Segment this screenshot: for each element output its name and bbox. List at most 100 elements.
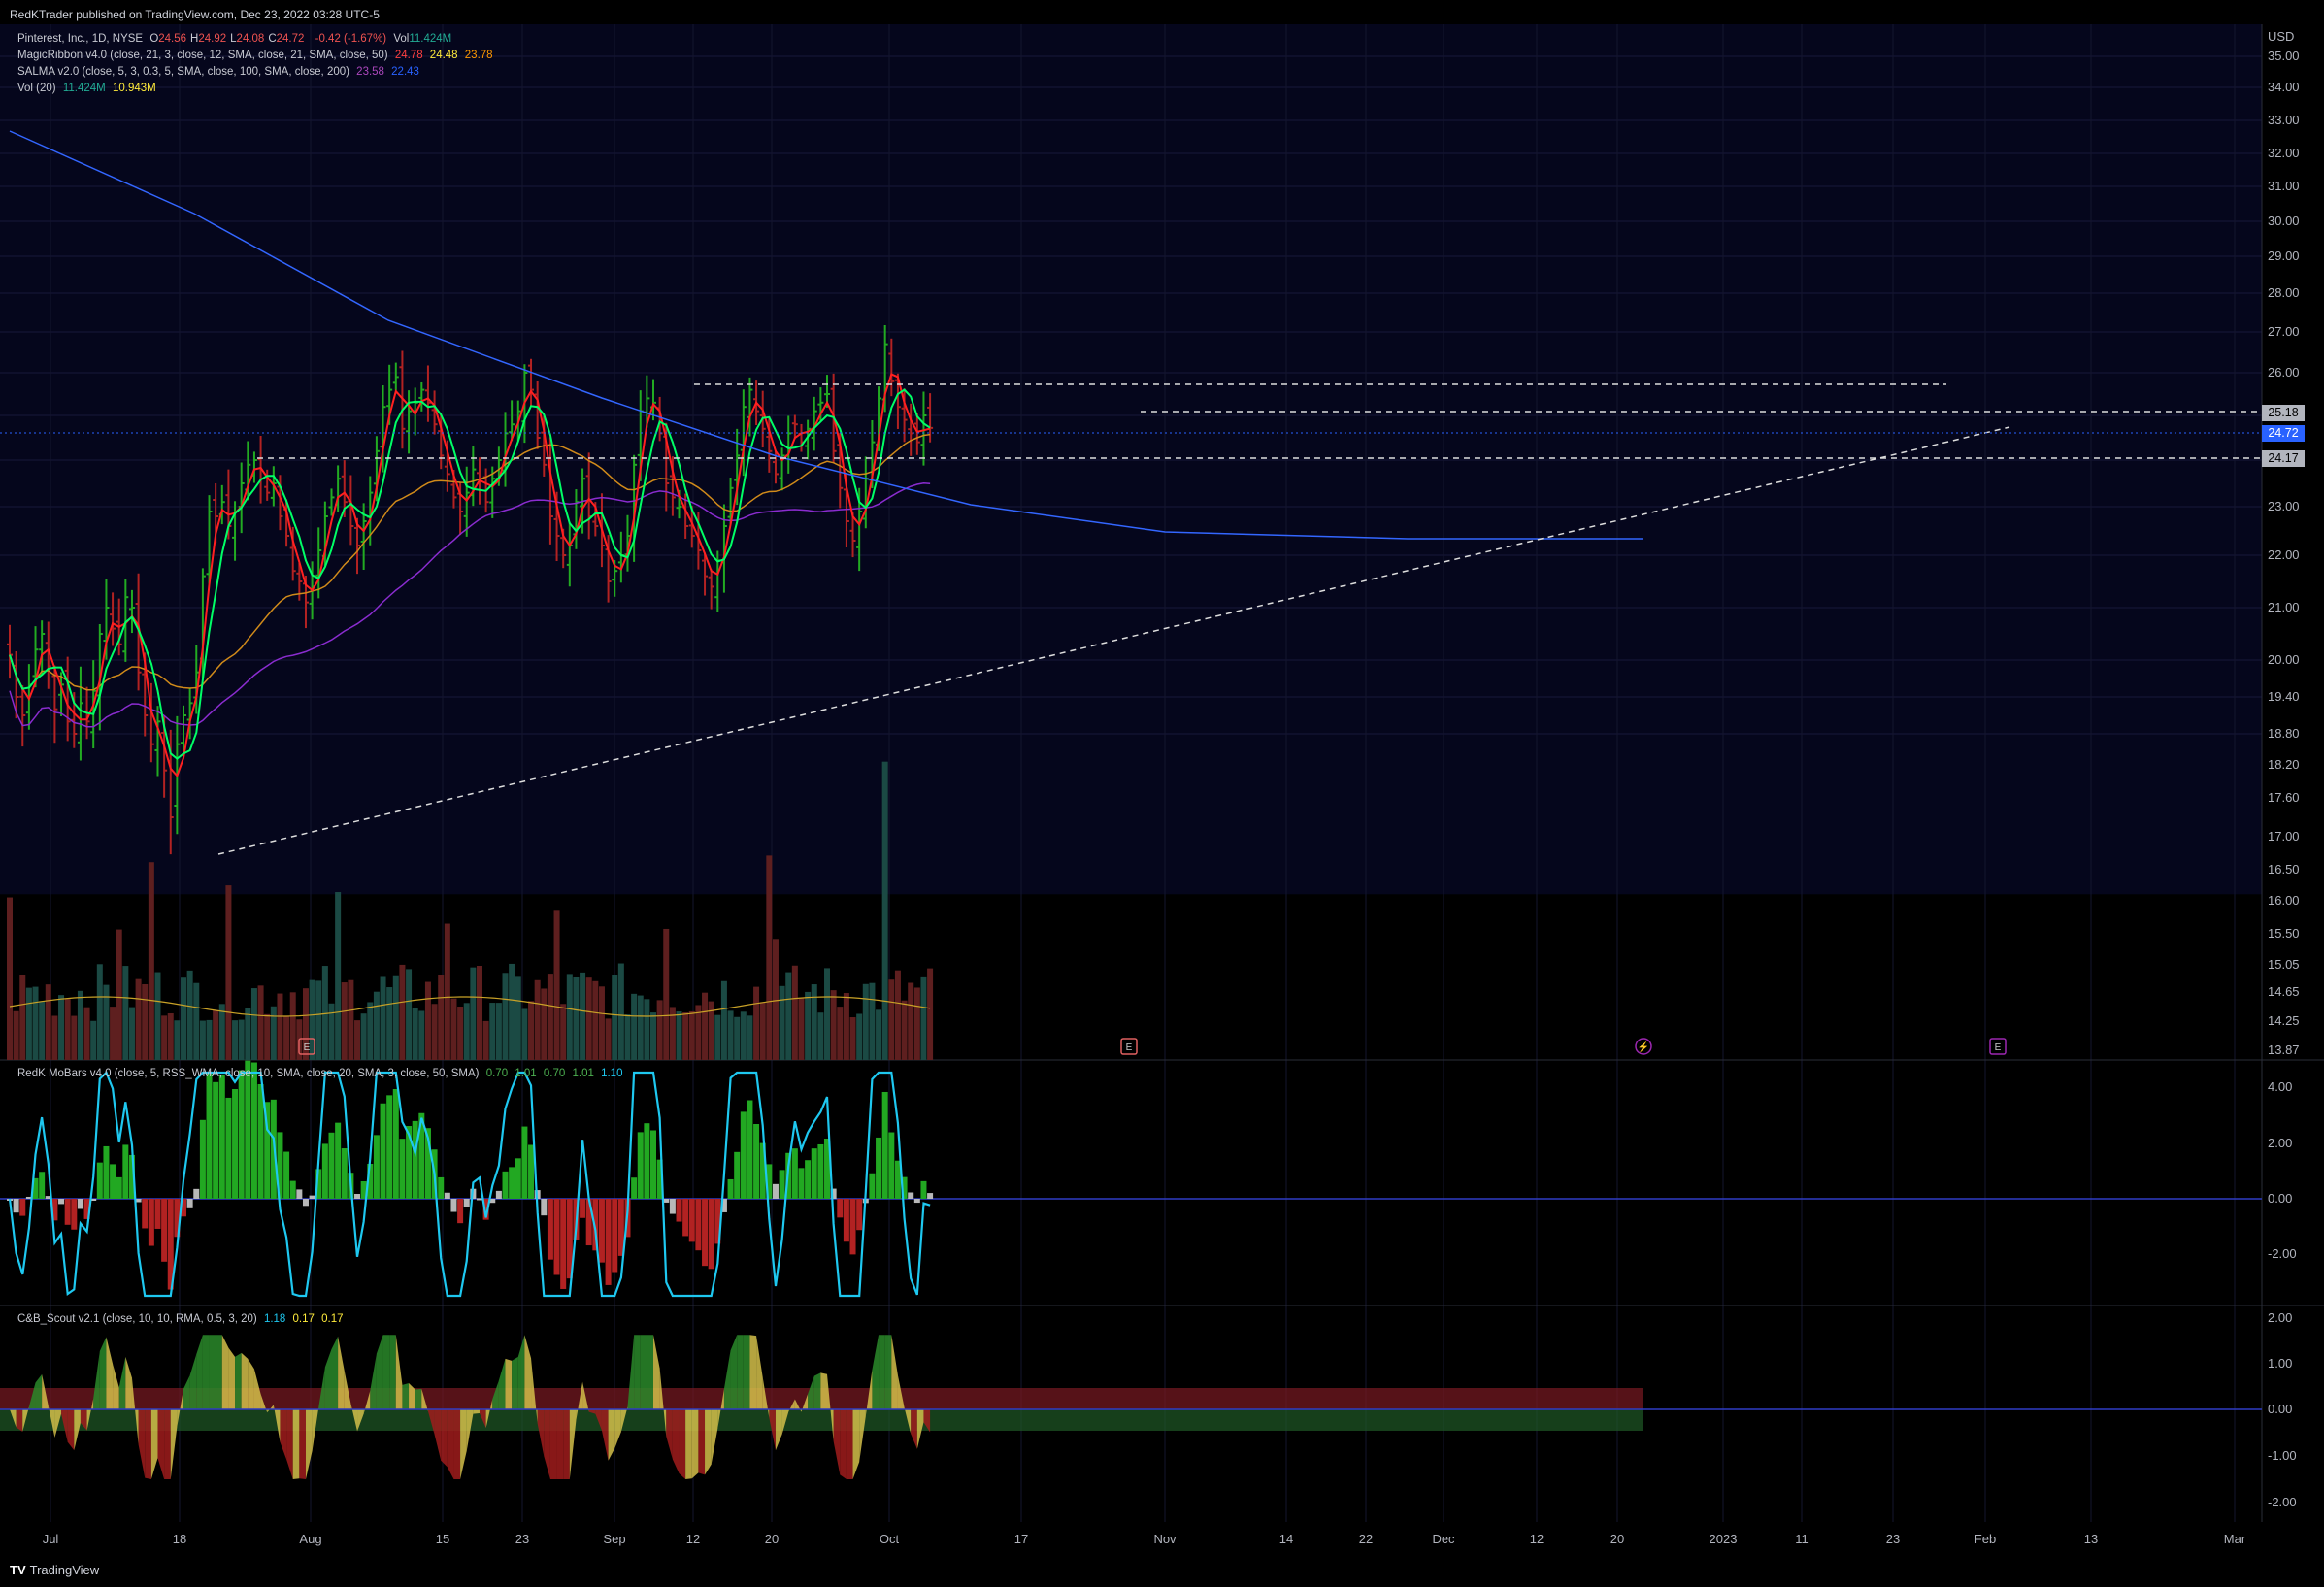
volume-bar (116, 929, 122, 1060)
mobars-bar (367, 1164, 374, 1199)
volume-bar (135, 978, 142, 1060)
scout-segment (865, 1370, 873, 1417)
ohlc-bar (438, 413, 445, 470)
volume-bar (225, 885, 232, 1060)
volume-bar (71, 1015, 78, 1060)
mobars-bar (843, 1199, 849, 1242)
volume-bar (747, 1015, 753, 1060)
volume-bar (39, 1001, 46, 1060)
ohlc-bar (315, 527, 322, 599)
volume-bar (245, 1008, 251, 1060)
mobars-bar (309, 1195, 315, 1199)
mobars-name: RedK MoBars v4.0 (close, 5, RSS_WMA, clo… (17, 1068, 480, 1079)
mobars-tick: -2.00 (2268, 1246, 2297, 1261)
mobars-bar (238, 1070, 245, 1199)
volume-bar (560, 1004, 567, 1060)
volume-bar (341, 982, 348, 1060)
mobars-bar (289, 1180, 296, 1199)
volume-bar (650, 1012, 656, 1060)
scout-segment (653, 1335, 660, 1409)
legend-ohlc: O24.56 H24.92 L24.08 C24.72 (149, 33, 308, 45)
mobars-bar (328, 1132, 335, 1199)
scout-segment (150, 1409, 158, 1479)
scout-segment (884, 1335, 892, 1409)
mobars-bar (927, 1193, 934, 1199)
volume-bar (45, 984, 51, 1060)
volume-bar (624, 1014, 631, 1060)
ohlc-bar (406, 390, 413, 454)
scout-segment (595, 1409, 602, 1431)
scout-segment (421, 1388, 428, 1411)
price-tick: 16.50 (2268, 862, 2300, 876)
volume-bar (315, 980, 322, 1060)
scout-segment (846, 1409, 853, 1479)
volume-bar (927, 968, 934, 1060)
ohlc-bar (264, 469, 271, 501)
volume-bar (869, 982, 876, 1060)
mobars-bar (406, 1126, 413, 1199)
time-tick: Aug (299, 1532, 322, 1546)
magicribbon-name: MagicRibbon v4.0 (close, 21, 3, close, 1… (17, 50, 388, 61)
volume-bar (676, 1011, 682, 1060)
volume-bar (702, 992, 709, 1060)
mobars-bar (791, 1148, 798, 1199)
volume-bar (270, 1006, 277, 1060)
volume-bar (617, 963, 624, 1060)
scout-segment (614, 1409, 621, 1449)
ohlc-bar (791, 414, 798, 439)
scout-segment (370, 1353, 377, 1409)
legend-scout: C&B_Scout v2.1 (close, 10, 10, RMA, 0.5,… (17, 1313, 348, 1325)
mobars-bar (901, 1176, 908, 1199)
ohlc-bar (380, 385, 386, 473)
scout-segment (177, 1388, 184, 1427)
published-header: RedKTrader published on TradingView.com,… (10, 8, 380, 21)
volume-bar (103, 984, 110, 1060)
mobars-bar (296, 1189, 303, 1199)
event-label: E (304, 1042, 311, 1053)
volume-bar (335, 892, 342, 1060)
mobars-bar (612, 1199, 618, 1273)
scout-segment (833, 1409, 841, 1475)
scout-segment (904, 1407, 912, 1435)
volume-bar (509, 963, 515, 1060)
mobars-bar (489, 1199, 496, 1204)
volume-bar (161, 1015, 168, 1060)
scout-segment (357, 1409, 364, 1432)
mobars-bar (541, 1199, 548, 1216)
legend-ohlc-h: H24.92 (190, 33, 227, 45)
mobars-bar (315, 1169, 322, 1199)
legend-ohlc-o: O24.56 (149, 33, 187, 45)
mobars-bar (154, 1199, 161, 1229)
mobars-bar (122, 1144, 129, 1199)
volume-bar (148, 862, 154, 1060)
volume-bar (502, 973, 509, 1060)
volume-bar (193, 982, 200, 1060)
ohlc-bar (354, 517, 361, 575)
scout-segment (363, 1390, 371, 1414)
scout-segment (498, 1358, 506, 1409)
volume-bar (77, 990, 83, 1060)
mobars-bar (650, 1130, 656, 1199)
price-tick: 31.00 (2268, 179, 2300, 193)
mobars-bar (444, 1192, 450, 1199)
volume-bar (470, 967, 477, 1060)
volume-bar (283, 1015, 290, 1060)
volume-bar (541, 988, 548, 1060)
mobars-bar (547, 1199, 553, 1260)
price-tick: 30.00 (2268, 214, 2300, 228)
volume-bar (309, 979, 315, 1060)
tradingview-footer[interactable]: TV TradingView (10, 1563, 99, 1577)
mobars-bar (727, 1178, 734, 1199)
volume-bar (64, 999, 71, 1060)
mobars-bar (695, 1199, 702, 1251)
scout-segment (228, 1347, 236, 1409)
volume-bar (585, 977, 592, 1060)
time-tick: Jul (42, 1532, 59, 1546)
scout-segment (22, 1406, 29, 1432)
volume-bar (264, 1013, 271, 1060)
time-tick: Mar (2223, 1532, 2246, 1546)
mobars-tick: 0.00 (2268, 1191, 2293, 1206)
volume-bar (566, 974, 573, 1060)
ohlc-bar (805, 419, 812, 460)
